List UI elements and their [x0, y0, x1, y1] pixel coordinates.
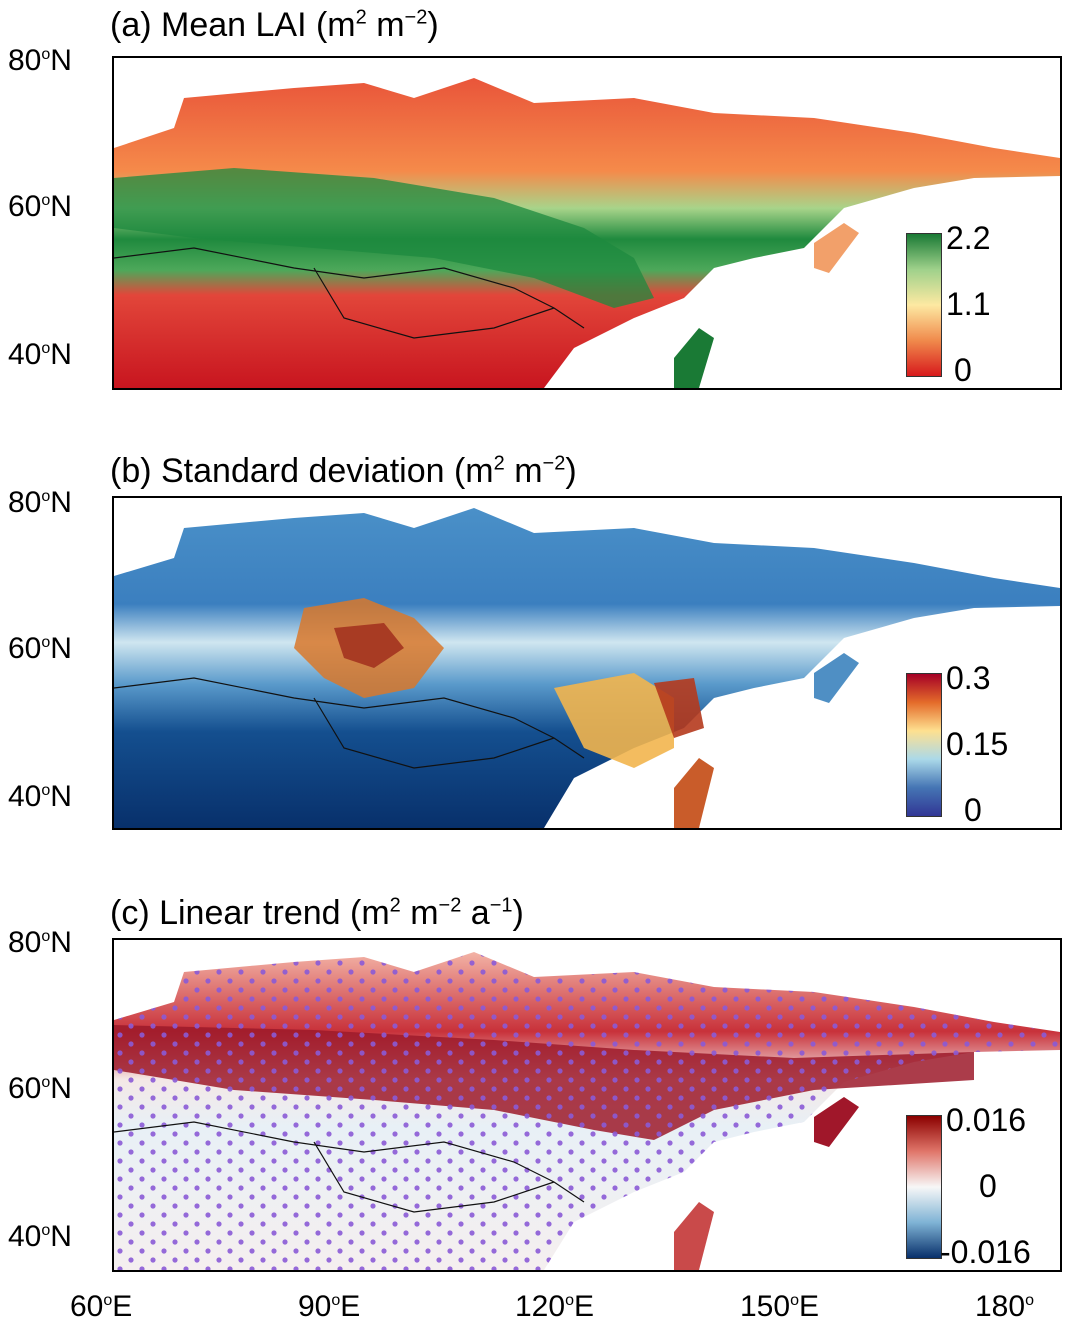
lon-label-120e: 120oE: [515, 1290, 594, 1323]
lon-label-150e: 150oE: [740, 1290, 819, 1323]
panel-a-cbar-max: 2.2: [946, 220, 991, 256]
panel-c-lat-60: 60oN: [8, 1072, 72, 1105]
panel-b-map: 0.3 0.15 0: [112, 496, 1062, 830]
panel-b-lat-80: 80oN: [8, 486, 72, 519]
panel-a-lat-60: 60oN: [8, 190, 72, 223]
panel-c-cbar-max: 0.016: [946, 1102, 1027, 1138]
panel-c-kamchatka: [814, 1097, 859, 1147]
panel-b-hotspot-3: [554, 673, 674, 768]
panel-a-map: 2.2 1.1 0: [112, 56, 1062, 390]
panel-b-hotspot-4: [654, 678, 704, 738]
panel-a-cbar-mid: 1.1: [946, 286, 991, 322]
panel-c-lat-80: 80oN: [8, 926, 72, 959]
panel-b-cbar-mid: 0.15: [946, 726, 1009, 762]
panel-a-lat-40: 40oN: [8, 338, 72, 371]
panel-c-lat-40: 40oN: [8, 1220, 72, 1253]
panel-c-colorbar: [906, 1115, 942, 1259]
panel-a-japan: [674, 328, 714, 388]
panel-c-title: (c) Linear trend (m2 m−2 a−1): [110, 894, 524, 932]
panel-a-borders: [114, 247, 585, 339]
panel-b-kamchatka: [814, 653, 859, 703]
panel-a-title: (a) Mean LAI (m2 m−2): [110, 6, 439, 44]
panel-b-cbar-min: 0: [964, 792, 982, 828]
panel-b-japan: [674, 758, 714, 828]
panel-b-land: [114, 508, 1060, 828]
lon-label-90e: 90oE: [298, 1290, 361, 1323]
panel-c-cbar-mid: 0: [979, 1168, 997, 1204]
panel-a-forest-band: [114, 168, 654, 308]
panel-b-colorbar: [906, 673, 942, 817]
panel-a-kamchatka: [814, 223, 859, 273]
panel-c-japan: [674, 1202, 714, 1270]
panel-c-borders: [114, 1121, 585, 1213]
panel-a-map-svg: [114, 78, 1060, 388]
panel-c-stipple: [114, 952, 1060, 1270]
panel-b-lat-60: 60oN: [8, 632, 72, 665]
panel-a-lat-80: 80oN: [8, 44, 72, 77]
panel-b-borders: [114, 677, 585, 769]
panel-c-map: 0.016 0 -0.016: [112, 938, 1062, 1272]
lon-label-180: 180o: [975, 1290, 1034, 1323]
panel-a-colorbar: [906, 233, 942, 377]
panel-b-hotspot-2: [334, 623, 404, 668]
panel-a-cbar-min: 0: [954, 352, 972, 388]
panel-c-cbar-min: -0.016: [940, 1234, 1031, 1270]
panel-b-map-svg: [114, 508, 1060, 828]
panel-b-cbar-max: 0.3: [946, 660, 991, 696]
panel-b-title: (b) Standard deviation (m2 m−2): [110, 452, 577, 490]
lon-label-60e: 60oE: [70, 1290, 133, 1323]
panel-b-lat-40: 40oN: [8, 780, 72, 813]
panel-c-map-svg: [114, 952, 1060, 1270]
